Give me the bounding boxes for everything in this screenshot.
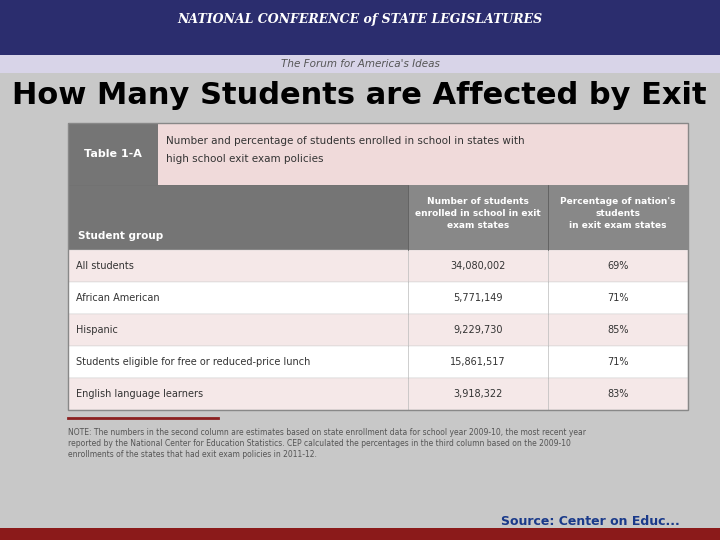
Text: Number of students: Number of students xyxy=(427,197,529,206)
Bar xyxy=(0,528,720,540)
Text: 83%: 83% xyxy=(607,389,629,399)
Text: 34,080,002: 34,080,002 xyxy=(450,261,505,271)
Text: Students eligible for free or reduced-price lunch: Students eligible for free or reduced-pr… xyxy=(76,357,310,367)
Bar xyxy=(0,0,720,55)
Bar xyxy=(68,123,158,185)
Bar xyxy=(68,282,688,314)
Text: The Forum for America's Ideas: The Forum for America's Ideas xyxy=(281,59,439,69)
Text: high school exit exam policies: high school exit exam policies xyxy=(166,154,323,164)
Text: 71%: 71% xyxy=(607,357,629,367)
Text: Table 1-A: Table 1-A xyxy=(84,149,142,159)
Text: African American: African American xyxy=(76,293,160,303)
Text: Number and percentage of students enrolled in school in states with: Number and percentage of students enroll… xyxy=(166,136,525,146)
Bar xyxy=(548,185,688,250)
Bar xyxy=(68,378,688,410)
Text: enrolled in school in exit: enrolled in school in exit xyxy=(415,208,541,218)
Bar xyxy=(68,185,688,250)
Text: 5,771,149: 5,771,149 xyxy=(454,293,503,303)
Text: Source: Center on Educ...: Source: Center on Educ... xyxy=(501,515,680,528)
Bar xyxy=(68,346,688,378)
Text: NOTE: The numbers in the second column are estimates based on state enrollment d: NOTE: The numbers in the second column a… xyxy=(68,428,586,437)
Bar xyxy=(68,250,688,282)
Text: reported by the National Center for Education Statistics. CEP calculated the per: reported by the National Center for Educ… xyxy=(68,439,571,448)
Text: 69%: 69% xyxy=(607,261,629,271)
Text: 15,861,517: 15,861,517 xyxy=(450,357,506,367)
Text: 3,918,322: 3,918,322 xyxy=(454,389,503,399)
Bar xyxy=(408,185,548,250)
Text: English language learners: English language learners xyxy=(76,389,203,399)
Text: 9,229,730: 9,229,730 xyxy=(454,325,503,335)
Text: enrollments of the states that had exit exam policies in 2011-12.: enrollments of the states that had exit … xyxy=(68,450,317,459)
Text: Student group: Student group xyxy=(78,231,163,241)
Text: Percentage of nation's: Percentage of nation's xyxy=(560,197,676,206)
Text: NATIONAL CONFERENCE of STATE LEGISLATURES: NATIONAL CONFERENCE of STATE LEGISLATURE… xyxy=(177,14,543,26)
Text: exam states: exam states xyxy=(447,220,509,230)
Text: How Many Students are Affected by Exit Exams?: How Many Students are Affected by Exit E… xyxy=(12,80,720,110)
Text: All students: All students xyxy=(76,261,134,271)
Text: 71%: 71% xyxy=(607,293,629,303)
Bar xyxy=(68,123,688,410)
Text: in exit exam states: in exit exam states xyxy=(570,220,667,230)
Text: Hispanic: Hispanic xyxy=(76,325,118,335)
Bar xyxy=(68,123,688,185)
Text: students: students xyxy=(595,208,641,218)
Bar xyxy=(0,55,720,73)
Bar xyxy=(68,314,688,346)
Text: 85%: 85% xyxy=(607,325,629,335)
